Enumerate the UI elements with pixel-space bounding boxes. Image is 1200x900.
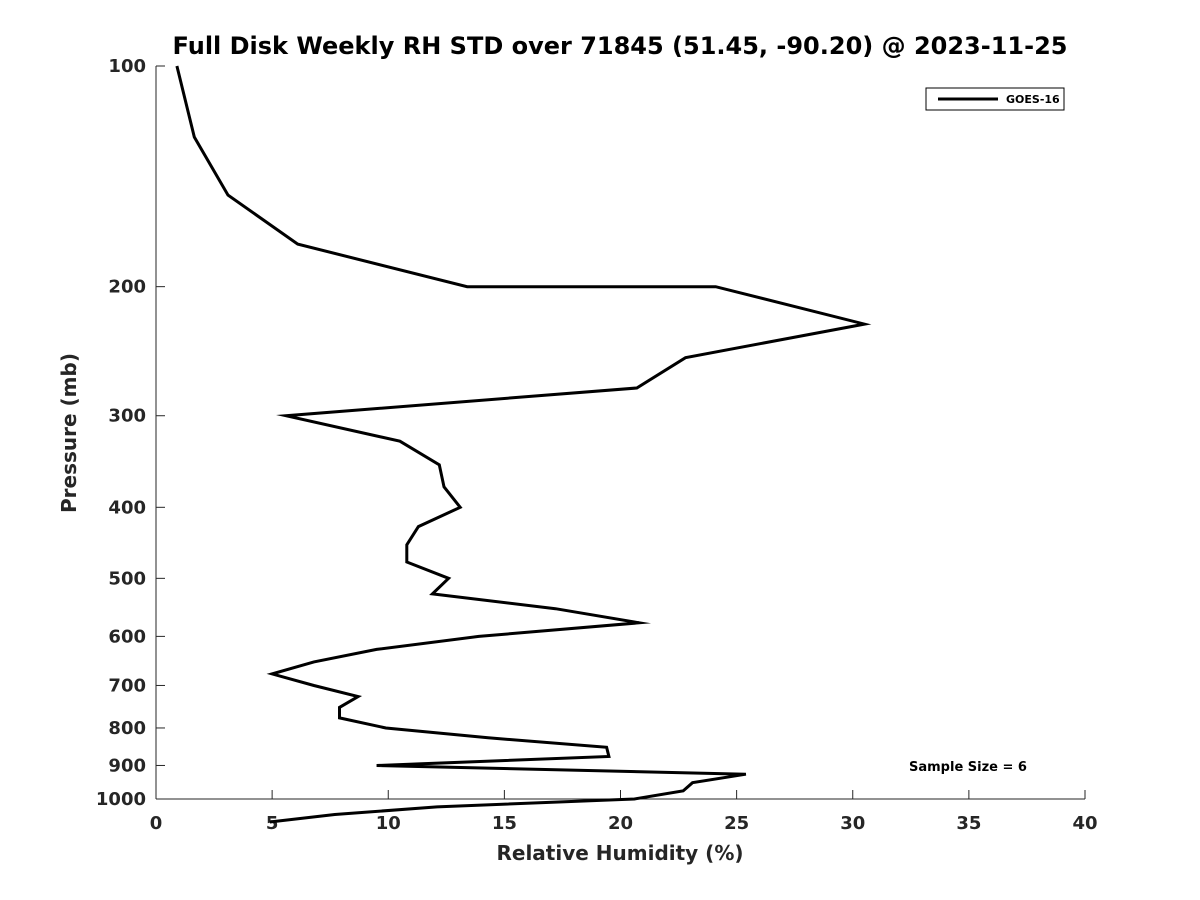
x-tick-label: 40 xyxy=(1072,813,1097,834)
series-group xyxy=(175,65,872,824)
x-tick-label: 35 xyxy=(956,813,981,834)
chart-title: Full Disk Weekly RH STD over 71845 (51.4… xyxy=(173,32,1068,60)
y-axis-label: Pressure (mb) xyxy=(57,353,81,513)
x-tick-label: 0 xyxy=(150,813,163,834)
y-tick-label: 800 xyxy=(108,718,146,739)
legend: GOES-16 xyxy=(925,87,1065,111)
x-axis-ticks: 0 5 10 15 20 25 30 35 40 xyxy=(150,790,1098,834)
y-tick-label: 700 xyxy=(108,675,146,696)
x-tick-label: 15 xyxy=(492,813,517,834)
x-tick-label: 5 xyxy=(266,813,279,834)
y-tick-label: 500 xyxy=(108,568,146,589)
plot-axes xyxy=(155,66,1085,800)
x-tick-label: 20 xyxy=(608,813,633,834)
y-tick-label: 600 xyxy=(108,626,146,647)
y-tick-label: 100 xyxy=(108,56,146,77)
x-tick-label: 30 xyxy=(840,813,865,834)
y-tick-label: 200 xyxy=(108,277,146,298)
y-tick-label: 900 xyxy=(108,755,146,776)
y-tick-label: 1000 xyxy=(96,789,146,810)
x-tick-label: 10 xyxy=(376,813,401,834)
sample-size-annotation: Sample Size = 6 xyxy=(909,760,1027,775)
x-tick-label: 25 xyxy=(724,813,749,834)
y-tick-label: 400 xyxy=(108,497,146,518)
series-line-goes-16 xyxy=(175,65,872,824)
x-axis-label: Relative Humidity (%) xyxy=(496,841,743,865)
y-axis-ticks: 100 200 300 400 500 600 700 800 900 1000 xyxy=(96,56,165,810)
y-tick-label: 300 xyxy=(108,406,146,427)
legend-label-goes-16: GOES-16 xyxy=(1006,93,1060,106)
